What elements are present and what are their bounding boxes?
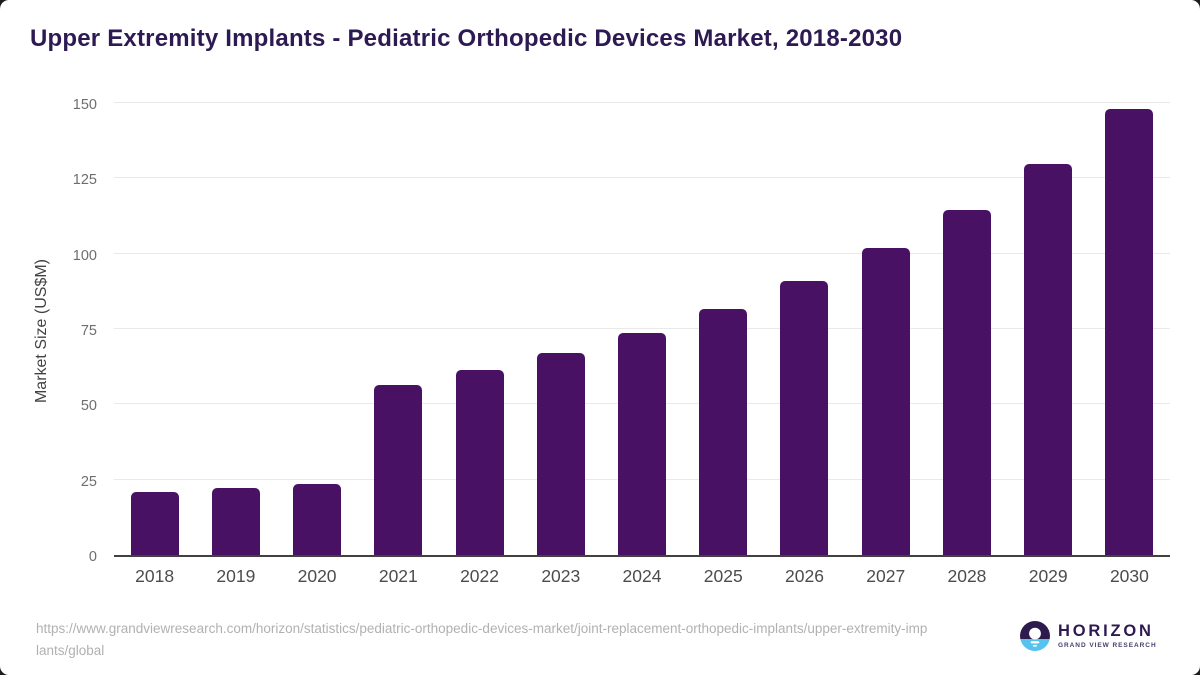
bar-slot-2023 (520, 105, 601, 555)
bar-2026 (780, 280, 829, 555)
bar-slot-2022 (439, 105, 520, 555)
logo-subtitle: GRAND VIEW RESEARCH (1058, 642, 1157, 649)
x-tick-label-2025: 2025 (703, 566, 743, 586)
y-tick-label-25: 25 (80, 473, 97, 490)
bar-2018 (130, 491, 179, 555)
x-tick-label-2029: 2029 (1028, 566, 1068, 586)
bar-slot-2024 (601, 105, 682, 555)
gridline-125 (114, 177, 1170, 179)
horizon-logo: HORIZON GRAND VIEW RESEARCH (1020, 621, 1157, 651)
bar-slot-2028 (926, 105, 1007, 555)
plot-area (114, 102, 1170, 557)
x-tick-label-2028: 2028 (947, 566, 987, 586)
x-tick-label-2027: 2027 (866, 566, 906, 586)
bar-slot-2027 (845, 105, 926, 555)
bar-2027 (861, 247, 910, 555)
x-tick-label-2018: 2018 (135, 566, 175, 586)
x-tick-label-2021: 2021 (378, 566, 418, 586)
gridline-150 (114, 102, 1170, 103)
bar-2029 (1024, 163, 1073, 555)
chart-title: Upper Extremity Implants - Pediatric Ort… (30, 25, 903, 52)
bar-2028 (942, 209, 991, 555)
gridline-75 (114, 328, 1170, 329)
logo-text: HORIZON GRAND VIEW RESEARCH (1058, 622, 1157, 650)
bar-slot-2030 (1089, 105, 1170, 555)
y-tick-label-100: 100 (72, 247, 97, 264)
x-tick-label-2026: 2026 (785, 566, 824, 586)
gridline-100 (114, 252, 1170, 254)
bar-2021 (374, 384, 423, 555)
source-url: https://www.grandviewresearch.com/horizo… (36, 621, 928, 658)
logo-name: HORIZON (1058, 622, 1154, 640)
y-tick-label-125: 125 (72, 172, 97, 189)
bar-2024 (618, 332, 667, 555)
y-tick-label-0: 0 (88, 549, 97, 565)
bar-2023 (536, 353, 585, 555)
bar-2022 (455, 369, 504, 555)
bar-2030 (1105, 109, 1154, 555)
bar-slot-2026 (764, 105, 845, 555)
bar-slot-2029 (1008, 105, 1089, 555)
bars-container (114, 105, 1170, 555)
x-tick-label-2024: 2024 (622, 566, 662, 586)
y-tick-label-75: 75 (80, 323, 97, 339)
y-axis: 0 25 50 75 100 125 150 (0, 97, 97, 565)
y-tick-label-150: 150 (72, 97, 97, 113)
bar-slot-2025 (683, 105, 764, 555)
y-tick-label-50: 50 (80, 398, 97, 415)
bar-slot-2019 (195, 105, 276, 555)
horizon-sunset-icon (1020, 621, 1050, 651)
bar-2025 (699, 308, 748, 555)
bar-2020 (293, 483, 342, 555)
bar-slot-2021 (358, 105, 439, 555)
bar-2019 (211, 487, 260, 555)
x-tick-label-2019: 2019 (216, 566, 256, 586)
bar-slot-2018 (114, 105, 195, 555)
x-tick-label-2023: 2023 (541, 566, 581, 586)
bar-slot-2020 (276, 105, 357, 555)
x-tick-label-2030: 2030 (1109, 566, 1149, 586)
x-tick-label-2022: 2022 (460, 566, 500, 586)
x-axis: 2018 2019 2020 2021 2022 2023 2024 2025 2026 2027… (114, 566, 1170, 587)
x-tick-label-2020: 2020 (297, 566, 337, 586)
